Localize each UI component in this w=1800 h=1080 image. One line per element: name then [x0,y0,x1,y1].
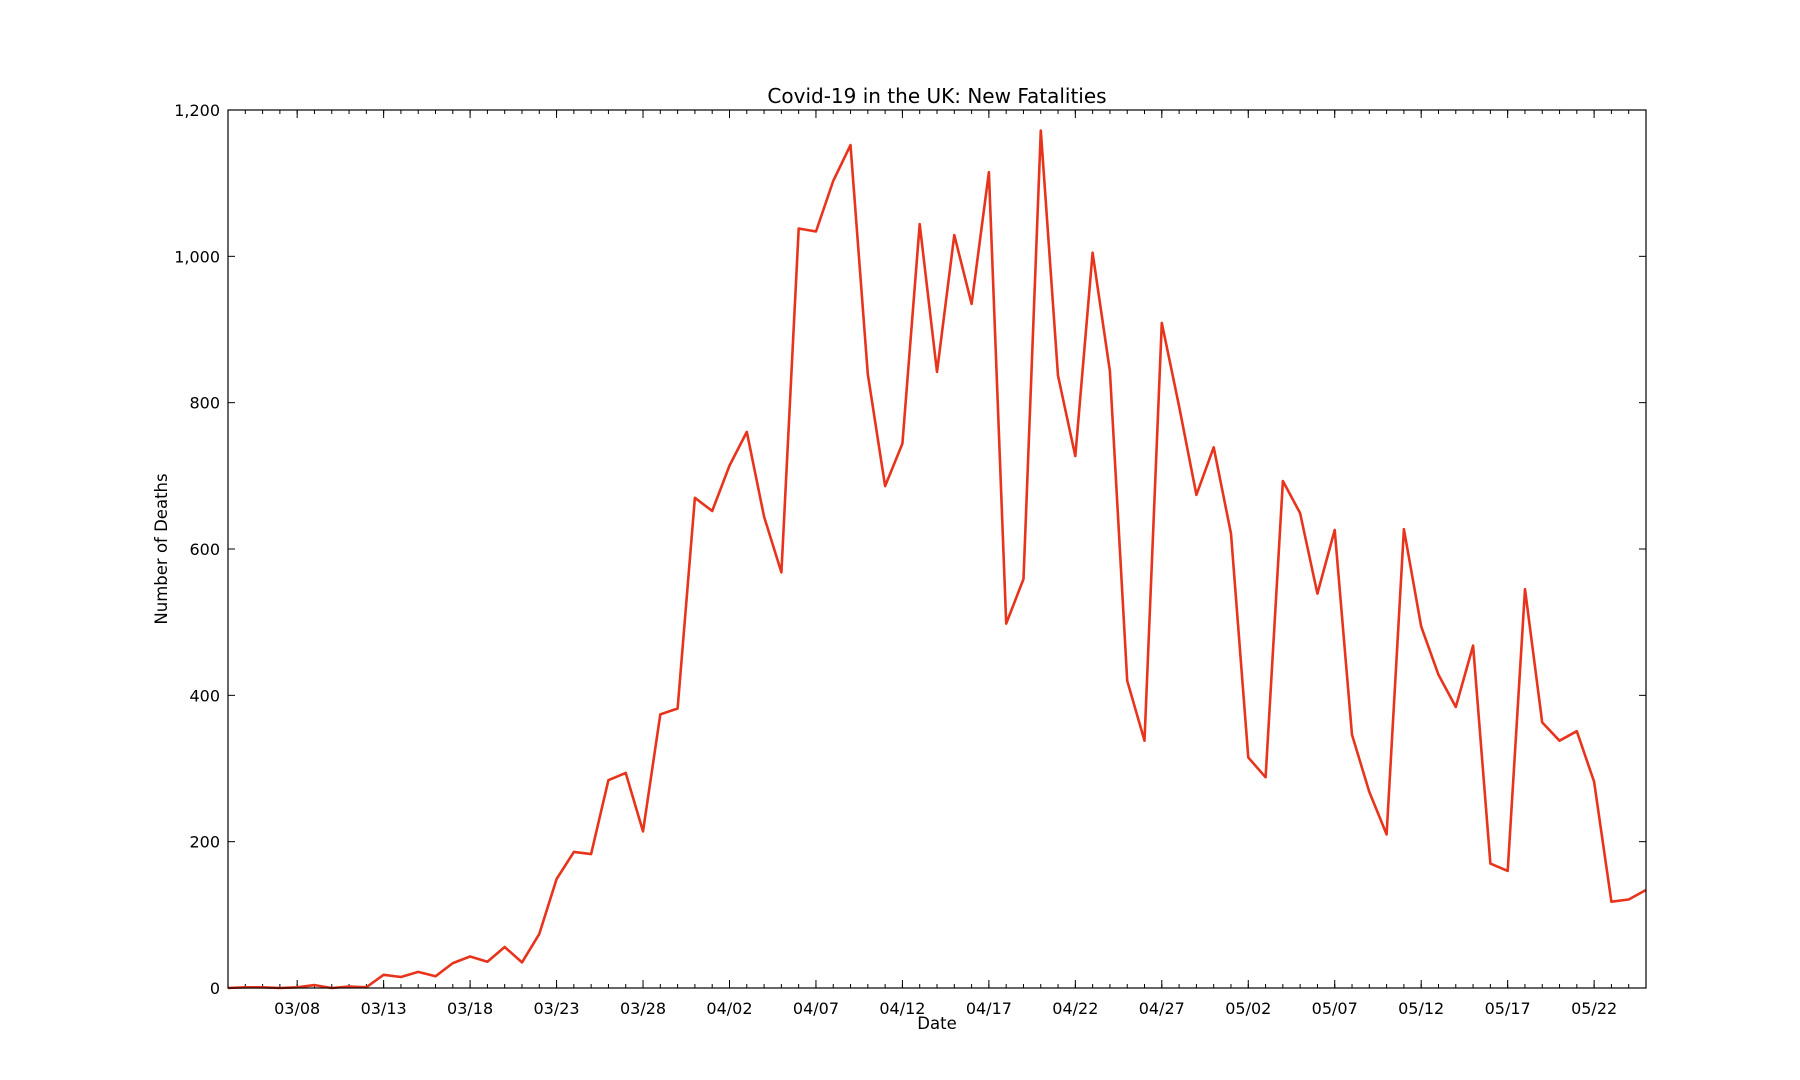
y-tick-label: 200 [189,833,220,852]
x-tick-label: 04/12 [879,999,925,1018]
y-axis-label: Number of Deaths [152,473,171,624]
y-axis-ticks: 0 200 400 600 800 1,000 1,200 [174,101,1646,998]
x-tick-label: 05/17 [1485,999,1531,1018]
x-axis-label: Date [917,1014,956,1033]
chart-title: Covid-19 in the UK: New Fatalities [767,84,1106,108]
series-line [227,129,1647,990]
y-tick-label: 600 [189,540,220,559]
series-layer [227,129,1647,990]
x-tick-label: 03/23 [534,999,580,1018]
y-tick-label: 1,000 [174,247,220,266]
y-tick-label: 400 [189,686,220,705]
x-tick-label: 05/07 [1312,999,1358,1018]
x-tick-label: 04/17 [966,999,1012,1018]
x-tick-label: 04/07 [793,999,839,1018]
x-tick-label: 05/02 [1225,999,1271,1018]
y-tick-label: 0 [210,979,220,998]
x-tick-label: 03/08 [274,999,320,1018]
x-tick-label: 03/28 [620,999,666,1018]
x-tick-label: 03/18 [447,999,493,1018]
x-axis-ticks: 03/08 03/13 03/18 03/23 03/28 04/02 04/07 04/12… [227,110,1647,1018]
y-tick-label: 1,200 [174,101,220,120]
x-tick-label: 05/22 [1571,999,1617,1018]
x-tick-label: 05/12 [1398,999,1444,1018]
x-tick-label: 03/13 [361,999,407,1018]
x-tick-label: 04/27 [1139,999,1185,1018]
x-tick-label: 04/02 [706,999,752,1018]
y-tick-label: 800 [189,394,220,413]
x-tick-label: 04/22 [1052,999,1098,1018]
plot-frame [227,109,1647,989]
